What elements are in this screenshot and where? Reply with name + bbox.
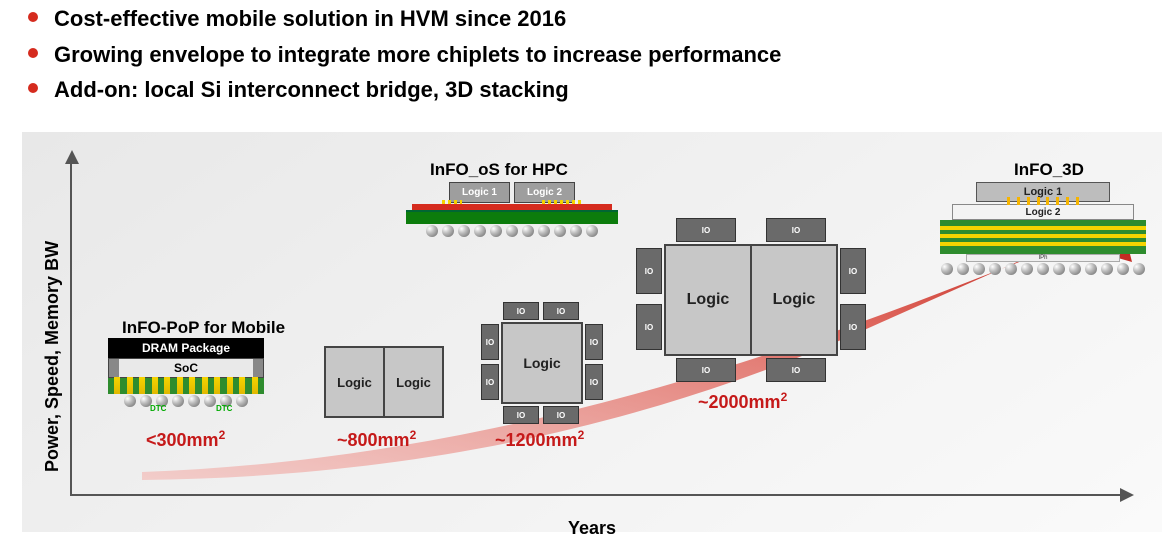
y-axis-label: Power, Speed, Memory BW [42,241,63,472]
bullet-text: Growing envelope to integrate more chipl… [54,40,781,70]
os-logic-row: Logic 1 Logic 2 [406,182,618,203]
io-block: IO [840,304,866,350]
pop-substrate [108,378,264,394]
info-os-title: InFO_oS for HPC [430,160,568,180]
info-3d-module: Logic 1 Logic 2 IPh [940,182,1146,275]
iph-label: IPh [966,254,1120,262]
logic-half: Logic [385,348,442,416]
bullet-dot-icon [28,83,38,93]
pop-pillars [108,377,264,394]
logic-center-wrap: Logic Logic [664,244,838,356]
io-block: IO [503,406,539,424]
soc-row: SoC [108,358,264,378]
dtc-label: DTC [216,404,232,413]
info-3d-title: InFO_3D [1014,160,1084,180]
info-pop-module: DRAM Package SoC DTC DTC [108,338,264,407]
soc-side [253,359,263,377]
io-block: IO [481,364,499,400]
bullet-item: Cost-effective mobile solution in HVM si… [28,4,1174,34]
io-block: IO [766,358,826,382]
os-substrate [406,210,618,224]
pop-size: <300mm2 [146,428,225,451]
logic-half: Logic [664,244,752,356]
info3d-balls [940,263,1146,275]
bullet-text: Cost-effective mobile solution in HVM si… [54,4,566,34]
dram-package-label: DRAM Package [108,338,264,358]
size-1200: ~1200mm2 [495,428,584,451]
io-block: IO [766,218,826,242]
roadmap-chart: Power, Speed, Memory BW Years InFO-PoP f… [22,132,1162,532]
io-block: IO [676,358,736,382]
io-block: IO [585,364,603,400]
os-balls [406,225,618,237]
bullet-dot-icon [28,48,38,58]
pop-balls [108,395,264,407]
logic-800-module: Logic Logic [324,346,444,418]
logic2-die: Logic 2 [952,204,1134,220]
io-block: IO [840,248,866,294]
tsv-row [1007,197,1079,205]
rdl-substrate [940,220,1146,254]
bullet-item: Growing envelope to integrate more chipl… [28,40,1174,70]
y-axis-line [70,160,72,496]
io-block: IO [636,304,662,350]
arrow-up-icon [65,150,79,164]
logic2-label: Logic 2 [1025,207,1060,218]
logic-1200-module: Logic IOIOIOIOIOIOIOIO [481,302,603,424]
logic-center: Logic [501,322,583,404]
io-block: IO [585,324,603,360]
x-axis-label: Years [568,518,616,539]
dtc-label: DTC [150,404,166,413]
os-interposer [412,204,612,210]
size-800: ~800mm2 [337,428,416,451]
io-block: IO [676,218,736,242]
bullet-dot-icon [28,12,38,22]
size-2000: ~2000mm2 [698,390,787,413]
info-os-module: Logic 1 Logic 2 [406,182,618,237]
logic-half: Logic [326,348,385,416]
io-block: IO [503,302,539,320]
soc-side [109,359,119,377]
io-block: IO [481,324,499,360]
pop-title: InFO-PoP for Mobile [122,318,285,338]
bullet-item: Add-on: local Si interconnect bridge, 3D… [28,75,1174,105]
io-block: IO [543,406,579,424]
logic-half: Logic [752,244,838,356]
bullet-text: Add-on: local Si interconnect bridge, 3D… [54,75,569,105]
io-block: IO [543,302,579,320]
bullet-list: Cost-effective mobile solution in HVM si… [0,0,1174,119]
soc-label: SoC [119,359,253,377]
logic-2000-module: Logic Logic IO IO IO IO IO IO IO IO [636,218,866,382]
io-block: IO [636,248,662,294]
